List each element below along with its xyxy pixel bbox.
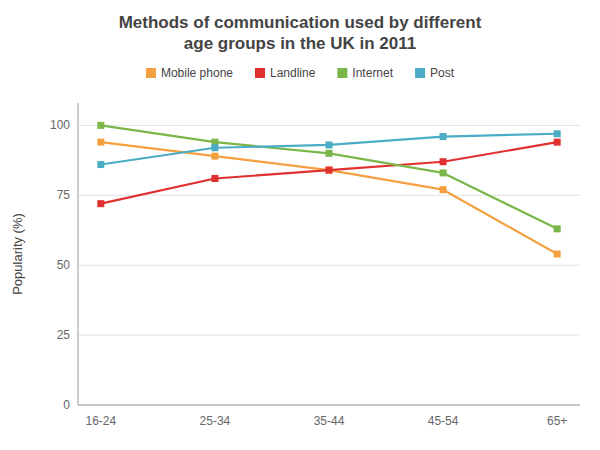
marker (554, 251, 561, 258)
marker (440, 158, 447, 165)
grid-line (78, 195, 580, 196)
series (97, 139, 560, 258)
legend-swatch (255, 68, 265, 78)
y-axis-line (78, 103, 79, 405)
x-tick-label: 45-54 (428, 414, 459, 428)
grid-line (78, 335, 580, 336)
x-axis-line (78, 405, 580, 406)
legend-swatch (337, 68, 347, 78)
marker (97, 122, 104, 129)
line (101, 125, 557, 228)
line (101, 142, 557, 254)
line (101, 134, 557, 165)
marker (326, 167, 333, 174)
y-axis-label: Popularity (%) (10, 213, 25, 295)
grid-line (78, 125, 580, 126)
x-axis: 16-24 25-34 35-44 45-54 65+ (85, 414, 567, 428)
marker (440, 186, 447, 193)
series (97, 122, 560, 232)
grid-line (78, 405, 580, 406)
x-tick-label: 65+ (547, 414, 567, 428)
legend-item: Internet (337, 66, 393, 80)
legend-label: Post (430, 66, 455, 80)
x-tick-label: 25-34 (200, 414, 231, 428)
marker (554, 130, 561, 137)
marker (440, 169, 447, 176)
marker (440, 133, 447, 140)
y-tick-label: 25 (57, 328, 71, 342)
grid-line (78, 265, 580, 266)
y-tick-label: 50 (57, 258, 71, 272)
marker (554, 139, 561, 146)
marker (326, 141, 333, 148)
x-tick-label: 35-44 (314, 414, 345, 428)
legend-item: Post (415, 66, 455, 80)
y-tick-label: 75 (57, 188, 71, 202)
legend: Mobile phone Landline Internet Post (146, 66, 455, 80)
marker (97, 200, 104, 207)
plot-area (97, 122, 560, 258)
y-axis: 0 25 50 75 100 (50, 118, 580, 412)
legend-item: Landline (255, 66, 316, 80)
chart: Methods of communication used by differe… (0, 0, 600, 450)
legend-swatch (146, 68, 156, 78)
marker (554, 225, 561, 232)
marker (211, 175, 218, 182)
y-tick-label: 0 (63, 398, 70, 412)
title: Methods of communication used by differe… (119, 13, 482, 53)
marker (97, 139, 104, 146)
legend-label: Internet (352, 66, 393, 80)
legend-label: Landline (270, 66, 316, 80)
marker (326, 150, 333, 157)
marker (211, 144, 218, 151)
legend-item: Mobile phone (146, 66, 233, 80)
series (97, 130, 560, 168)
marker (97, 161, 104, 168)
marker (326, 167, 333, 174)
marker (211, 153, 218, 160)
legend-swatch (415, 68, 425, 78)
x-tick-label: 16-24 (85, 414, 116, 428)
legend-label: Mobile phone (161, 66, 233, 80)
y-tick-label: 100 (50, 118, 70, 132)
